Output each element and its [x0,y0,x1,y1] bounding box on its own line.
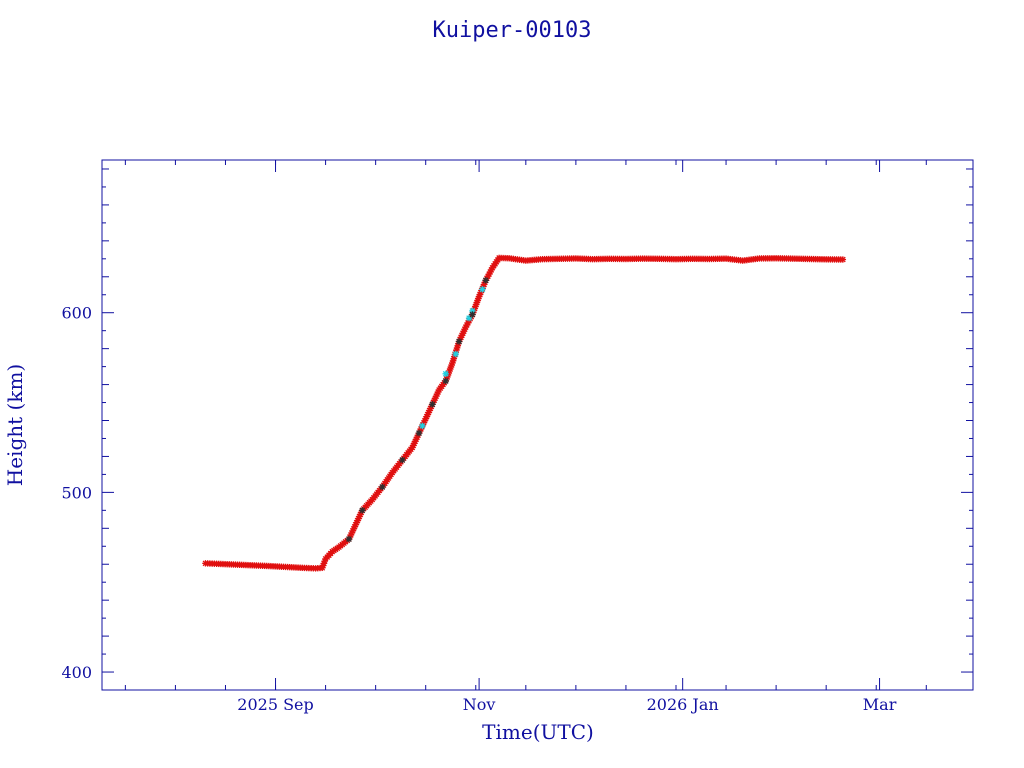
data-point [379,483,386,491]
data-point [359,507,366,514]
x-tick-label: 2025 Sep [237,695,313,714]
x-tick-label: 2026 Jan [647,695,719,714]
data-point [415,429,423,437]
data-point [469,311,476,318]
data-point [479,286,486,293]
data-point [839,256,847,263]
data-points [202,254,847,572]
y-axis-ticks: 400 500 600 [61,304,973,682]
minor-ticks [102,160,973,690]
plot-frame [101,159,974,691]
data-point [442,377,449,385]
data-point [399,456,406,464]
y-axis-label: Height (km) [3,364,27,486]
data-point [345,535,353,543]
x-axis-ticks: 2025 Sep Nov 2026 Jan Mar [237,160,897,714]
y-tick-label: 500 [61,483,92,502]
data-point [455,338,463,345]
data-point [419,422,426,430]
x-axis-label: Time(UTC) [482,720,594,744]
y-tick-label: 600 [61,304,92,323]
data-point [452,350,459,358]
data-point [429,401,436,408]
chart-title: Kuiper-00103 [433,18,592,43]
x-tick-label: Mar [863,695,897,714]
y-tick-label: 400 [61,663,92,682]
x-tick-label: Nov [463,695,496,714]
data-point [482,277,489,284]
data-point [442,370,449,377]
